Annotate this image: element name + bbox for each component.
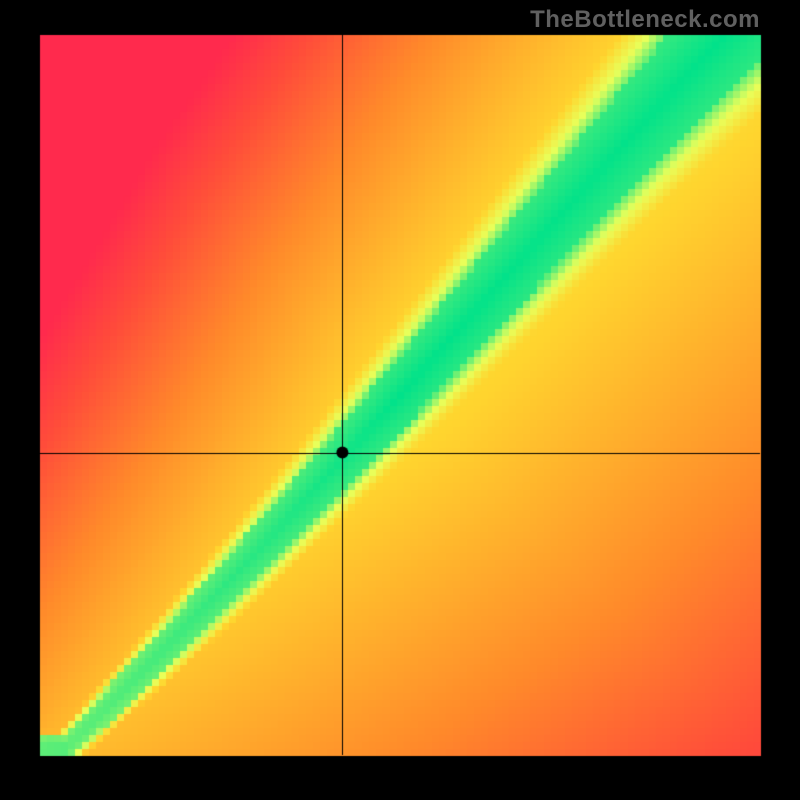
watermark-text: TheBottleneck.com [530,6,760,34]
bottleneck-heatmap-root: TheBottleneck.com [0,0,800,800]
heatmap-canvas [0,0,800,800]
